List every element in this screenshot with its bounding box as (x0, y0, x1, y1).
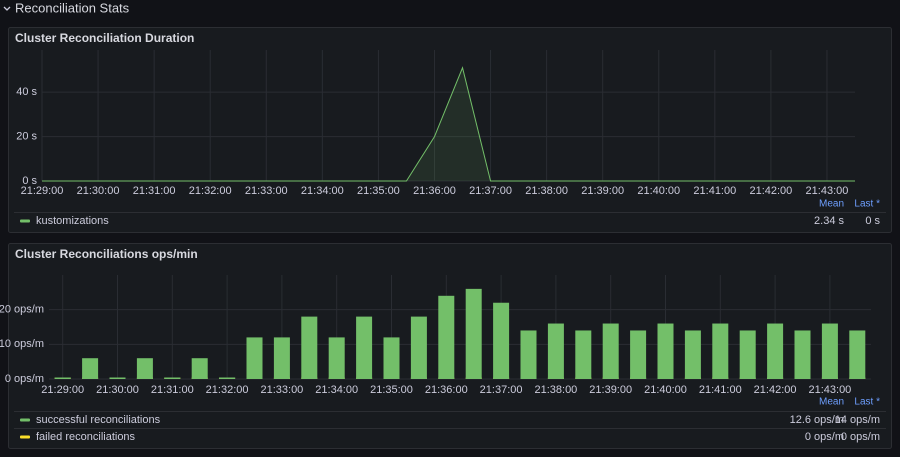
bar (658, 324, 674, 379)
x-tick-label: 21:40:00 (637, 185, 680, 197)
bar (466, 289, 482, 379)
bar (384, 337, 400, 379)
legend-header: Mean (819, 199, 844, 210)
legend-label: kustomizations (36, 215, 109, 227)
x-tick-label: 21:38:00 (534, 384, 577, 396)
x-tick-label: 21:43:00 (808, 384, 851, 396)
x-tick-label: 21:31:00 (133, 185, 176, 197)
bar (493, 303, 509, 379)
bar (55, 378, 71, 380)
panel-title: Cluster Reconciliation Duration (15, 31, 194, 45)
legend-value: 2.34 s (814, 215, 844, 227)
bar (822, 324, 838, 379)
x-tick-label: 21:30:00 (77, 185, 120, 197)
y-tick-label: 10 ops/m (0, 338, 44, 350)
x-tick-label: 21:33:00 (260, 384, 303, 396)
bar (685, 330, 701, 379)
x-tick-label: 21:32:00 (206, 384, 249, 396)
x-tick-label: 21:29:00 (41, 384, 84, 396)
panel-title: Cluster Reconciliations ops/min (15, 247, 198, 261)
bar (411, 317, 427, 379)
x-tick-label: 21:42:00 (749, 185, 792, 197)
x-tick-label: 21:42:00 (754, 384, 797, 396)
bar (329, 337, 345, 379)
x-tick-label: 21:34:00 (315, 384, 358, 396)
bar (356, 317, 372, 379)
x-tick-label: 21:41:00 (693, 185, 736, 197)
x-tick-label: 21:36:00 (413, 185, 456, 197)
legend-value: 0 ops/m (841, 431, 880, 443)
bar (247, 337, 263, 379)
bar (192, 358, 208, 379)
legend-swatch (20, 436, 30, 439)
x-tick-label: 21:29:00 (21, 185, 64, 197)
section-title[interactable]: Reconciliation Stats (15, 0, 130, 15)
legend-header: Last * (854, 397, 880, 408)
x-tick-label: 21:32:00 (189, 185, 232, 197)
bar (630, 330, 646, 379)
bar (712, 324, 728, 379)
bar (110, 378, 126, 380)
bar (438, 296, 454, 379)
x-tick-label: 21:37:00 (480, 384, 523, 396)
bar (575, 330, 591, 379)
y-tick-label: 40 s (16, 86, 37, 98)
bar (795, 330, 811, 379)
legend-label: successful reconciliations (36, 414, 161, 426)
x-tick-label: 21:33:00 (245, 185, 288, 197)
x-tick-label: 21:30:00 (96, 384, 139, 396)
x-tick-label: 21:34:00 (301, 185, 344, 197)
bar (521, 330, 537, 379)
x-tick-label: 21:35:00 (370, 384, 413, 396)
y-tick-label: 20 s (16, 130, 37, 142)
x-tick-label: 21:36:00 (425, 384, 468, 396)
legend-header: Mean (819, 397, 844, 408)
x-tick-label: 21:40:00 (644, 384, 687, 396)
x-tick-label: 21:43:00 (806, 185, 849, 197)
y-tick-label: 0 ops/m (5, 373, 44, 385)
x-tick-label: 21:39:00 (581, 185, 624, 197)
y-tick-label: 20 ops/m (0, 304, 44, 316)
x-tick-label: 21:37:00 (469, 185, 512, 197)
bar (301, 317, 317, 379)
bar (274, 337, 290, 379)
x-tick-label: 21:38:00 (525, 185, 568, 197)
legend-swatch (20, 419, 30, 422)
bar (740, 330, 756, 379)
legend-value: 14 ops/m (835, 414, 880, 426)
collapse-chevron[interactable] (4, 7, 10, 10)
bar (548, 324, 564, 379)
legend-label: failed reconciliations (36, 431, 136, 443)
legend-header: Last * (854, 199, 880, 210)
bar (164, 378, 180, 380)
x-tick-label: 21:39:00 (589, 384, 632, 396)
bar (849, 330, 865, 379)
legend-value: 0 ops/m (805, 431, 844, 443)
bar (137, 358, 153, 379)
bar (82, 358, 98, 379)
x-tick-label: 21:41:00 (699, 384, 742, 396)
x-tick-label: 21:35:00 (357, 185, 400, 197)
bar (219, 378, 235, 380)
bar (767, 324, 783, 379)
legend-value: 0 s (865, 215, 880, 227)
x-tick-label: 21:31:00 (151, 384, 194, 396)
legend-swatch (20, 220, 30, 223)
bar (603, 324, 619, 379)
